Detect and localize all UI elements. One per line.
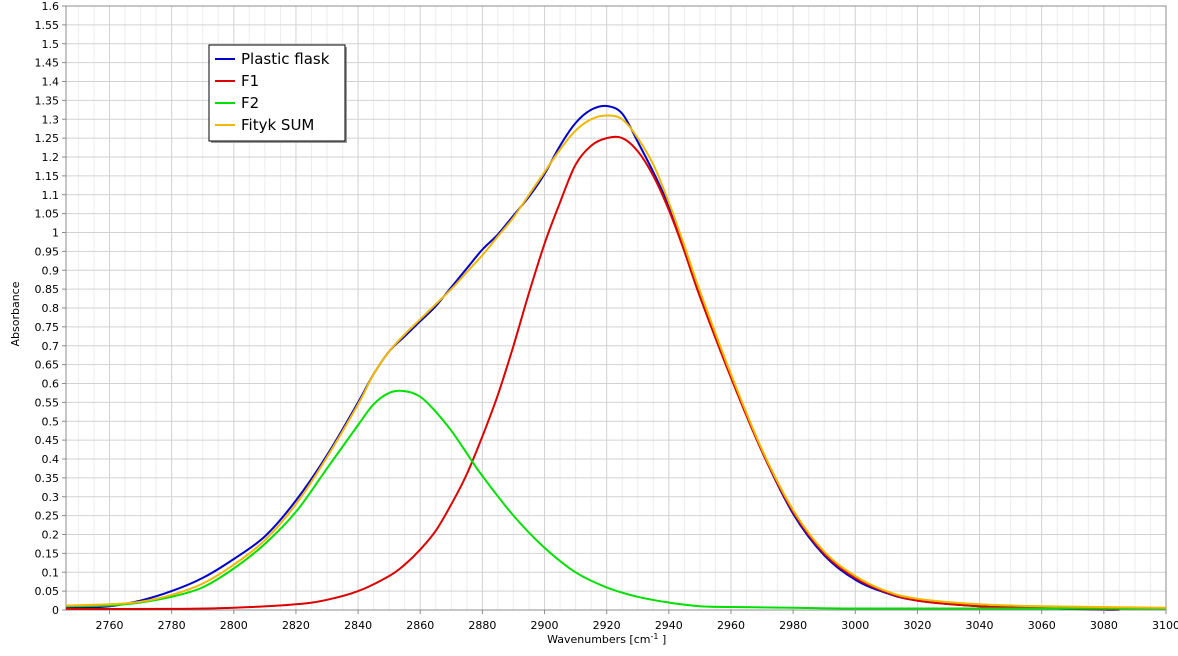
x-axis-title-end: ] (658, 633, 666, 646)
x-tick-label: 3060 (1028, 619, 1056, 632)
series-line-f2 (65, 389, 1166, 610)
y-tick-label: 0.5 (42, 415, 60, 428)
y-tick-label: 0 (52, 604, 59, 617)
y-tick-label: 1.15 (35, 170, 60, 183)
x-axis-title-main: Wavenumbers [cm (547, 633, 650, 646)
y-tick-label: 0.15 (35, 547, 60, 560)
x-axis-title-superscript: -1 (650, 632, 658, 641)
y-tick-label: 0.65 (35, 359, 60, 372)
y-tick-label: 1.05 (35, 208, 60, 221)
legend: Plastic flask F1 F2 Fityk SUM (208, 44, 347, 143)
y-tick-label: 1.25 (35, 132, 60, 145)
y-tick-label: 1.6 (42, 0, 60, 13)
y-tick-label: 0.95 (35, 245, 60, 258)
y-tick-label: 0.85 (35, 283, 60, 296)
y-axis-title: Absorbance (9, 281, 22, 346)
y-tick-label: 1.5 (42, 38, 60, 51)
legend-label-f2: F2 (241, 94, 259, 112)
x-tick-label: 2800 (220, 619, 248, 632)
legend-label-plastic-flask: Plastic flask (241, 50, 330, 68)
y-tick-label: 0.2 (42, 529, 60, 542)
y-tick-label: 0.55 (35, 396, 60, 409)
x-tick-label: 3000 (841, 619, 869, 632)
y-tick-label: 0.9 (42, 264, 60, 277)
x-tick-label: 3100 (1152, 619, 1178, 632)
y-tick-label: 0.75 (35, 321, 60, 334)
y-tick-label: 0.8 (42, 302, 60, 315)
y-tick-label: 1.4 (42, 76, 60, 89)
series-line-f1 (65, 135, 1120, 611)
y-tick-label: 1 (52, 227, 59, 240)
x-tick-label: 2920 (593, 619, 621, 632)
y-tick-label: 1.2 (42, 151, 60, 164)
series-line-fityk-sum (65, 114, 1167, 609)
y-tick-label: 1.55 (35, 19, 60, 32)
x-tick-label: 2780 (158, 619, 186, 632)
x-tick-label: 2860 (406, 619, 434, 632)
y-tick-label: 1.3 (42, 113, 60, 126)
y-tick-label: 0.6 (42, 378, 60, 391)
y-tick-label: 0.3 (42, 491, 60, 504)
y-tick-label: 0.7 (42, 340, 60, 353)
x-tick-label: 2760 (96, 619, 124, 632)
x-tick-label: 3020 (903, 619, 931, 632)
y-tick-labels: 0 0.05 0.1 0.15 0.2 0.25 0.3 0.35 0.4 0.45 0.5 0.55… (35, 0, 60, 617)
y-tick-label: 0.35 (35, 472, 60, 485)
x-tick-label: 2960 (717, 619, 745, 632)
x-tick-label: 2900 (531, 619, 559, 632)
x-tick-label: 3040 (966, 619, 994, 632)
series-lines (65, 104, 1167, 611)
legend-label-f1: F1 (241, 72, 259, 90)
plot-frame (65, 5, 1167, 611)
x-tick-label: 2840 (344, 619, 372, 632)
y-tick-label: 0.45 (35, 434, 60, 447)
x-tick-label: 2980 (779, 619, 807, 632)
legend-label-fityk-sum: Fityk SUM (241, 116, 314, 134)
y-tick-label: 0.1 (42, 566, 60, 579)
x-tick-label: 2820 (282, 619, 310, 632)
y-tick-label: 1.35 (35, 94, 60, 107)
x-tick-label: 2940 (655, 619, 683, 632)
x-tick-label: 3080 (1090, 619, 1118, 632)
x-axis-title: Wavenumbers [cm-1 ] (547, 632, 666, 646)
x-tick-labels: 2760 2780 2800 2820 2840 2860 2880 2900 2920 2940… (96, 610, 1178, 632)
y-tick-label: 1.1 (42, 189, 60, 202)
y-tick-label: 0.25 (35, 510, 60, 523)
y-tick-label: 0.05 (35, 585, 60, 598)
y-tick-label: 0.4 (42, 453, 60, 466)
y-tick-label: 1.45 (35, 57, 60, 70)
x-tick-label: 2880 (468, 619, 496, 632)
